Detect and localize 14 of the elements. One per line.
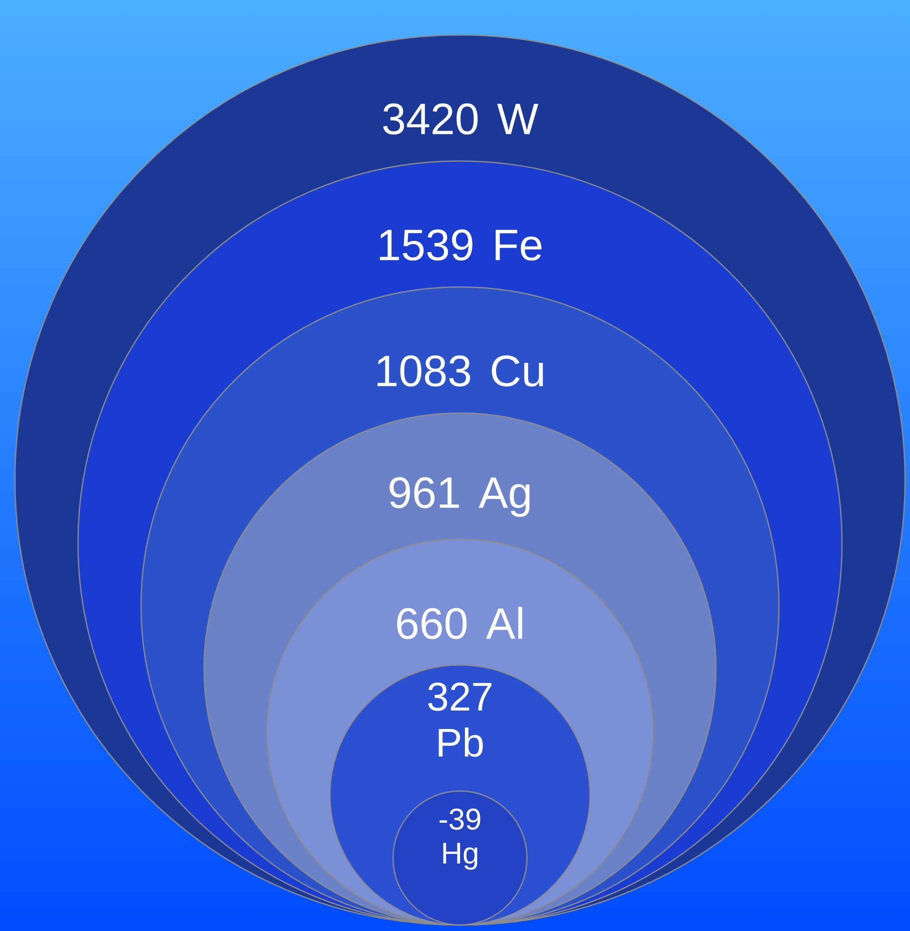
category-label: Pb bbox=[438, 727, 483, 757]
data-label: 327 bbox=[428, 682, 492, 711]
data-label: 1083 bbox=[377, 355, 470, 387]
category-label: W bbox=[497, 104, 538, 134]
data-label: 961 bbox=[390, 477, 459, 508]
data-label: -39 bbox=[440, 808, 480, 830]
category-label: Ag bbox=[478, 478, 530, 517]
category-label: Al bbox=[486, 606, 522, 639]
category-label: Hg bbox=[443, 842, 478, 870]
category-label: Cu bbox=[492, 355, 543, 387]
data-label: 1539 bbox=[380, 229, 472, 261]
category-label: Fe bbox=[496, 230, 542, 261]
data-label: 3420 bbox=[383, 103, 478, 135]
data-label: 660 bbox=[397, 608, 467, 640]
